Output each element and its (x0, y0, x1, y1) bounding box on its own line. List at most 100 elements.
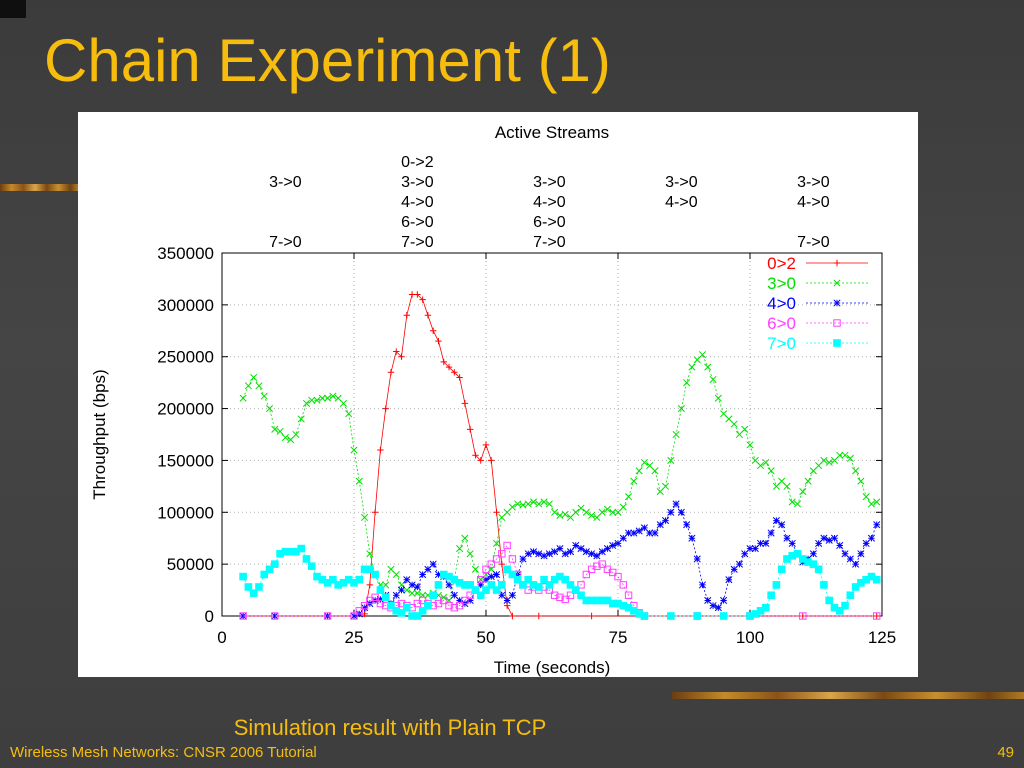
data-point (477, 457, 484, 464)
active-stream-label: 3->0 (665, 174, 698, 191)
data-point (524, 500, 532, 508)
data-point (513, 575, 522, 584)
data-point (493, 539, 501, 547)
data-point (804, 477, 812, 485)
data-point (667, 612, 675, 620)
data-point (397, 586, 406, 594)
data-point (350, 612, 358, 620)
data-point (588, 612, 595, 620)
data-point (783, 555, 791, 563)
data-point (836, 451, 844, 459)
data-point (624, 591, 633, 599)
data-point (456, 374, 463, 381)
throughput-chart: Active Streams 3->0 7->0 0->2 3->0 4->0 6->0 7-… (90, 123, 896, 677)
data-point (535, 612, 542, 620)
data-point (403, 603, 411, 612)
data-point (772, 517, 780, 525)
data-point (265, 565, 274, 574)
data-point (323, 579, 332, 587)
data-point (833, 279, 841, 287)
data-point (830, 603, 839, 612)
active-stream-label: 7->0 (269, 234, 302, 251)
data-point (625, 493, 633, 501)
data-point (265, 405, 274, 413)
data-point (519, 581, 527, 589)
data-point (635, 467, 643, 475)
data-point (361, 604, 369, 612)
data-point (361, 513, 369, 522)
data-point (677, 405, 685, 413)
data-point (350, 612, 358, 620)
data-point (439, 570, 448, 579)
data-point (833, 319, 841, 327)
data-point (302, 399, 311, 407)
data-point (508, 555, 517, 563)
data-point (392, 607, 401, 615)
legend-label: 4>0 (767, 294, 796, 313)
data-point (529, 548, 538, 556)
data-point (825, 596, 833, 605)
data-point (503, 541, 511, 550)
data-point (857, 477, 865, 485)
data-point (603, 545, 611, 553)
data-point (693, 555, 701, 563)
data-point (276, 549, 284, 558)
data-point (239, 394, 247, 402)
data-point (455, 579, 464, 587)
data-point (360, 601, 369, 610)
data-point (503, 565, 511, 574)
data-point (741, 425, 749, 433)
data-point (846, 591, 855, 600)
x-tick-label: 0 (217, 628, 226, 647)
x-tick-label: 100 (736, 628, 764, 647)
data-point (651, 529, 659, 537)
x-tick-label: 75 (609, 628, 628, 647)
data-point (440, 596, 448, 605)
data-point (255, 382, 263, 390)
data-point (698, 351, 707, 359)
data-point (709, 602, 717, 610)
data-point (376, 586, 385, 594)
data-point (249, 589, 258, 597)
data-point (477, 576, 485, 584)
data-point (339, 399, 347, 407)
data-point (540, 575, 548, 584)
data-point (799, 555, 807, 563)
slide-caption: Simulation result with Plain TCP (233, 715, 547, 740)
data-point (461, 581, 469, 589)
data-point (799, 487, 807, 496)
data-point (836, 541, 844, 550)
data-point (429, 591, 437, 600)
data-point (809, 550, 817, 558)
data-point (693, 612, 701, 620)
data-point (777, 565, 786, 574)
data-point (286, 547, 295, 556)
data-point (440, 358, 447, 366)
x-tick-label: 125 (868, 628, 896, 647)
data-point (857, 579, 865, 587)
data-point (271, 612, 279, 620)
data-point (308, 396, 316, 404)
data-point (825, 458, 833, 467)
data-point (413, 583, 421, 591)
data-point (852, 560, 860, 568)
data-point (403, 312, 410, 319)
data-point (651, 467, 659, 475)
data-point (355, 477, 363, 485)
data-point (783, 482, 791, 490)
data-point (867, 572, 876, 581)
data-point (535, 550, 543, 558)
data-point (307, 562, 316, 571)
data-point (397, 599, 406, 608)
series-line (243, 294, 877, 617)
series-line (243, 503, 878, 617)
data-point (344, 575, 353, 584)
data-point (313, 396, 321, 404)
data-point (688, 363, 696, 371)
data-point (603, 505, 611, 513)
data-point (757, 462, 765, 470)
data-point (445, 572, 453, 581)
y-tick-label: 150000 (157, 451, 214, 470)
data-point (804, 558, 812, 566)
data-point (793, 500, 802, 508)
